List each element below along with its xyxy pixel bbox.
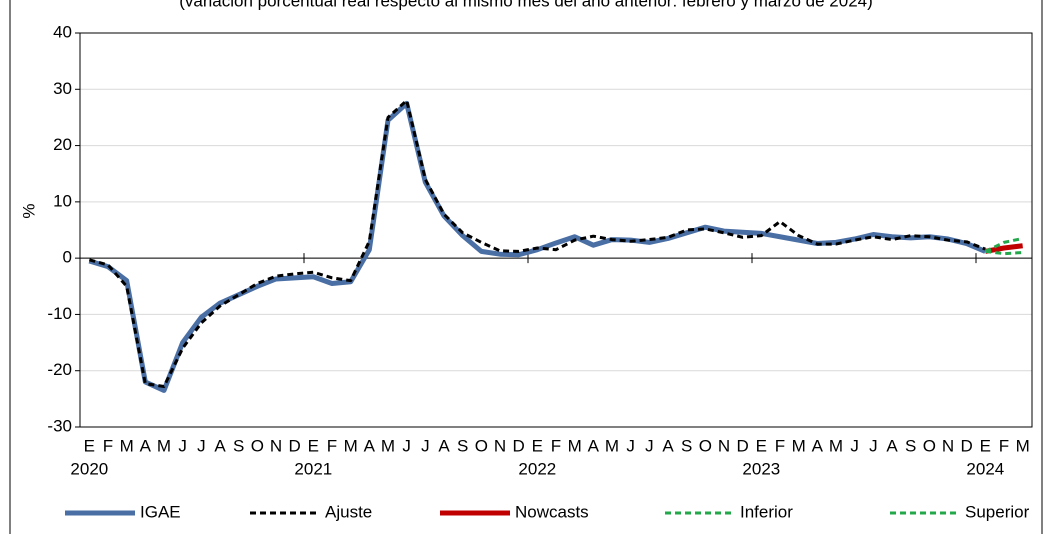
x-tick-label: N bbox=[494, 436, 506, 455]
x-tick-label: F bbox=[551, 436, 561, 455]
series-line bbox=[88, 99, 986, 388]
x-tick-label: M bbox=[568, 436, 582, 455]
x-tick-label: M bbox=[829, 436, 843, 455]
series-line bbox=[984, 236, 1023, 253]
x-tick-label: J bbox=[850, 436, 859, 455]
year-label: 2021 bbox=[294, 459, 332, 478]
x-tick-label: A bbox=[886, 436, 898, 455]
x-tick-label: M bbox=[381, 436, 395, 455]
x-tick-label: S bbox=[233, 436, 244, 455]
x-tick-label: A bbox=[140, 436, 152, 455]
x-tick-label: F bbox=[327, 436, 337, 455]
x-tick-label: A bbox=[812, 436, 824, 455]
x-tick-label: S bbox=[457, 436, 468, 455]
y-tick-label: 40 bbox=[53, 22, 72, 41]
y-axis-label: % bbox=[19, 203, 38, 218]
y-tick-label: -30 bbox=[47, 416, 72, 435]
x-tick-label: N bbox=[270, 436, 282, 455]
x-tick-label: M bbox=[120, 436, 134, 455]
y-tick-label: 20 bbox=[53, 135, 72, 154]
x-tick-label: D bbox=[961, 436, 973, 455]
year-label: 2024 bbox=[966, 459, 1004, 478]
x-tick-label: O bbox=[251, 436, 264, 455]
x-tick-label: D bbox=[737, 436, 749, 455]
year-label: 2022 bbox=[518, 459, 556, 478]
x-tick-label: J bbox=[402, 436, 411, 455]
legend-label: IGAE bbox=[140, 502, 181, 521]
series-line bbox=[985, 249, 1023, 256]
x-tick-label: M bbox=[344, 436, 358, 455]
x-tick-label: J bbox=[421, 436, 430, 455]
x-tick-label: S bbox=[681, 436, 692, 455]
series-line bbox=[984, 243, 1023, 254]
x-tick-label: E bbox=[308, 436, 319, 455]
x-tick-label: S bbox=[905, 436, 916, 455]
x-tick-label: A bbox=[364, 436, 376, 455]
x-tick-label: E bbox=[756, 436, 767, 455]
x-tick-label: A bbox=[214, 436, 226, 455]
x-tick-label: N bbox=[718, 436, 730, 455]
x-tick-label: M bbox=[157, 436, 171, 455]
legend-label: Inferior bbox=[740, 502, 793, 521]
x-tick-label: A bbox=[588, 436, 600, 455]
y-tick-label: 0 bbox=[63, 248, 72, 267]
chart-title: (variación porcentual real respecto al m… bbox=[179, 0, 873, 10]
x-tick-label: D bbox=[513, 436, 525, 455]
year-label: 2023 bbox=[742, 459, 780, 478]
x-tick-label: A bbox=[438, 436, 450, 455]
x-tick-label: J bbox=[626, 436, 635, 455]
x-tick-label: O bbox=[475, 436, 488, 455]
x-tick-label: F bbox=[103, 436, 113, 455]
series-line bbox=[88, 100, 987, 393]
legend-label: Superior bbox=[965, 502, 1030, 521]
x-tick-label: J bbox=[178, 436, 187, 455]
x-tick-label: J bbox=[869, 436, 878, 455]
x-tick-label: E bbox=[84, 436, 95, 455]
x-tick-label: M bbox=[792, 436, 806, 455]
y-tick-label: -20 bbox=[47, 360, 72, 379]
year-label: 2020 bbox=[70, 459, 108, 478]
x-tick-label: O bbox=[923, 436, 936, 455]
x-tick-label: F bbox=[999, 436, 1009, 455]
x-tick-label: E bbox=[980, 436, 991, 455]
x-tick-label: J bbox=[645, 436, 654, 455]
plot-border bbox=[79, 32, 1033, 428]
y-tick-label: 10 bbox=[53, 191, 72, 210]
x-tick-label: E bbox=[532, 436, 543, 455]
x-tick-label: M bbox=[605, 436, 619, 455]
x-tick-label: J bbox=[197, 436, 206, 455]
x-tick-label: O bbox=[699, 436, 712, 455]
legend-label: Ajuste bbox=[325, 502, 372, 521]
x-tick-label: D bbox=[289, 436, 301, 455]
x-tick-label: M bbox=[1016, 436, 1030, 455]
x-tick-label: N bbox=[942, 436, 954, 455]
legend-label: Nowcasts bbox=[515, 502, 589, 521]
y-tick-label: 30 bbox=[53, 79, 72, 98]
x-tick-label: A bbox=[662, 436, 674, 455]
y-tick-label: -10 bbox=[47, 304, 72, 323]
x-tick-label: F bbox=[775, 436, 785, 455]
